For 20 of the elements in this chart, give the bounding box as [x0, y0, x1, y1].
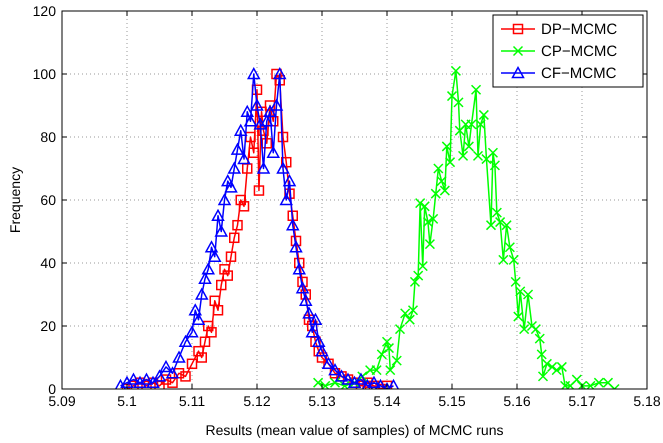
y-tick-label: 80: [40, 129, 56, 145]
y-tick-label: 40: [40, 255, 56, 271]
x-tick-label: 5.16: [503, 393, 531, 409]
y-tick-label: 60: [40, 192, 56, 208]
x-tick-label: 5.12: [243, 393, 271, 409]
y-tick-label: 120: [32, 3, 56, 19]
x-tick-label: 5.1: [117, 393, 137, 409]
x-tick-label: 5.14: [373, 393, 401, 409]
legend-label: CF−MCMC: [541, 65, 617, 82]
legend-label: DP−MCMC: [541, 21, 618, 38]
y-axis-title: Frequency: [7, 166, 23, 234]
x-tick-label: 5.13: [308, 393, 336, 409]
x-tick-label: 5.18: [633, 393, 661, 409]
y-tick-label: 20: [40, 318, 56, 334]
x-axis-title: Results (mean value of samples) of MCMC runs: [206, 422, 504, 438]
x-tick-label: 5.17: [568, 393, 596, 409]
x-tick-label: 5.15: [438, 393, 466, 409]
legend-label: CP−MCMC: [541, 43, 618, 60]
x-tick-label: 5.11: [178, 393, 206, 409]
y-tick-label: 100: [32, 66, 56, 82]
